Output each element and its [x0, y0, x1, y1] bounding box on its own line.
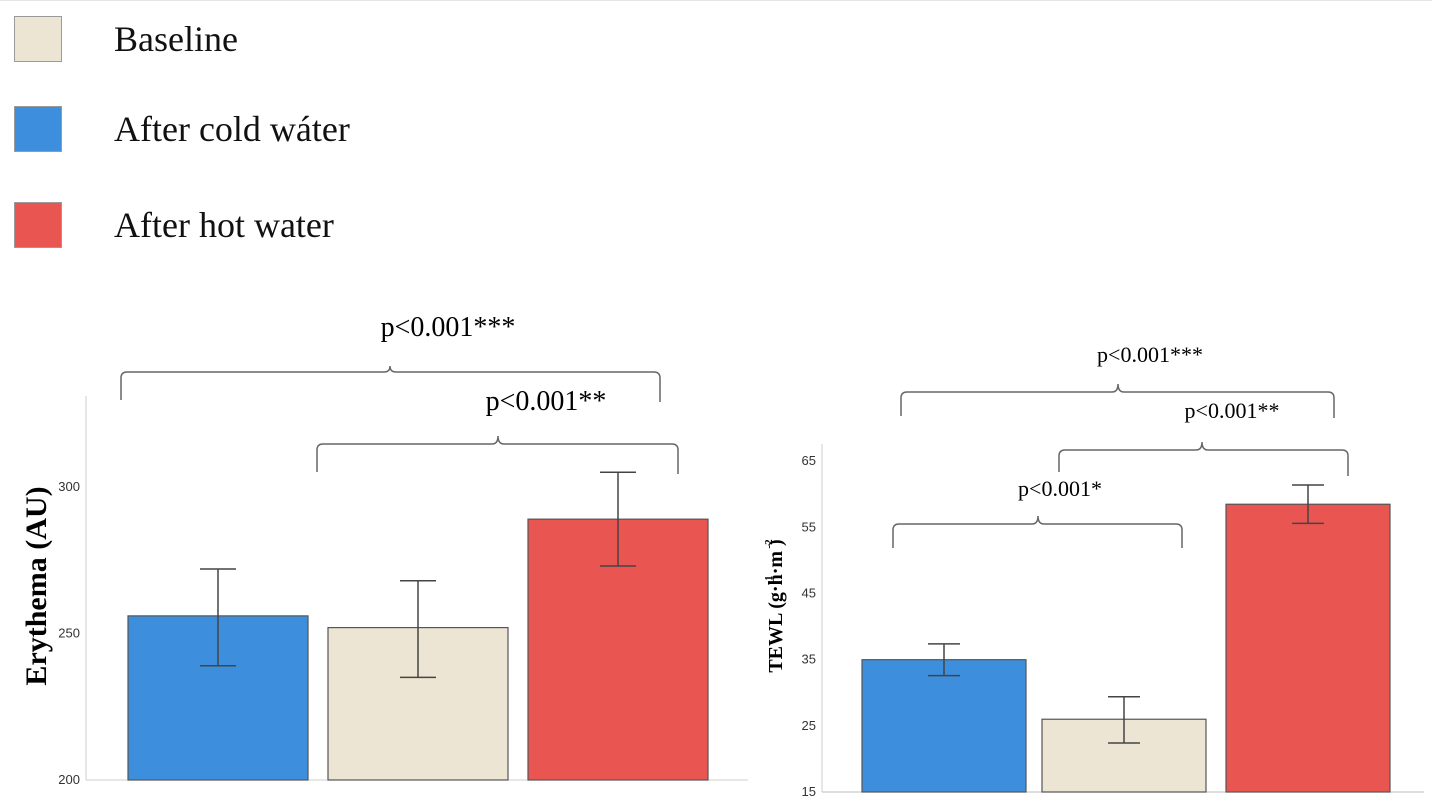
tewl-annotation-1: p<0.001*** — [1097, 342, 1203, 367]
y-tick-label: 35 — [802, 652, 816, 667]
error-bar — [928, 643, 960, 677]
erythema-bracket-2 — [316, 435, 679, 474]
legend-swatch-baseline — [14, 16, 62, 62]
y-tick-label: 45 — [802, 586, 816, 601]
tewl-y-axis-label: TEWL (g·h·m ) — [765, 539, 787, 672]
chart-legend: Baseline After cold wáter After hot wate… — [0, 0, 600, 280]
legend-item-hot: After hot water — [14, 202, 334, 248]
error-bar — [200, 568, 236, 667]
tewl-y-superscript-2: -2 — [763, 539, 775, 549]
tewl-bracket-1 — [900, 383, 1335, 418]
legend-swatch-hot — [14, 202, 62, 248]
erythema-y-axis-label: Erythema (AU) — [20, 486, 53, 685]
erythema-y-ticks: 200 250 300 — [58, 479, 80, 787]
erythema-bars — [127, 518, 709, 781]
tewl-y-ticks: 15 25 35 45 55 65 — [802, 453, 816, 799]
error-bar — [400, 579, 436, 679]
tewl-error-bars — [928, 484, 1324, 744]
erythema-error-bars — [200, 471, 636, 679]
error-bar — [1108, 695, 1140, 744]
erythema-bracket-1 — [120, 365, 661, 402]
erythema-annotation-1: p<0.001*** — [381, 312, 516, 343]
tewl-bracket-3 — [892, 515, 1183, 548]
error-bar — [1292, 484, 1324, 525]
bar — [861, 659, 1027, 793]
y-tick-label: 200 — [58, 772, 80, 787]
y-tick-label: 25 — [802, 718, 816, 733]
y-tick-label: 55 — [802, 519, 816, 534]
tewl-annotation-3: p<0.001* — [1018, 476, 1102, 501]
y-tick-label: 250 — [58, 625, 80, 640]
tewl-y-axis-label-text: TEWL (g·h·m ) — [765, 539, 787, 672]
top-border — [0, 0, 1432, 1]
tewl-y-superscripts: -1 -2 — [763, 539, 775, 585]
legend-item-baseline: Baseline — [14, 16, 238, 62]
legend-item-cold: After cold wáter — [14, 106, 350, 152]
error-bar — [600, 471, 636, 567]
y-tick-label: 300 — [58, 479, 80, 494]
legend-swatch-cold — [14, 106, 62, 152]
legend-label-cold: After cold wáter — [114, 109, 350, 149]
tewl-y-superscript-1: -1 — [763, 575, 775, 584]
y-tick-label: 15 — [802, 784, 816, 799]
bar — [1225, 503, 1391, 793]
tewl-bracket-2 — [1058, 441, 1349, 476]
tewl-chart: 15 25 35 45 55 65 TEWL (g·h·m ) -1 -2 p<0.001… — [748, 336, 1432, 806]
y-tick-label: 65 — [802, 453, 816, 468]
erythema-annotation-2: p<0.001** — [486, 386, 607, 417]
tewl-annotation-2: p<0.001** — [1185, 398, 1280, 423]
erythema-chart: 200 250 300 Erythema (AU) p<0.001*** p<0.0… — [20, 312, 748, 787]
legend-label-hot: After hot water — [114, 205, 334, 245]
legend-label-baseline: Baseline — [114, 19, 238, 59]
